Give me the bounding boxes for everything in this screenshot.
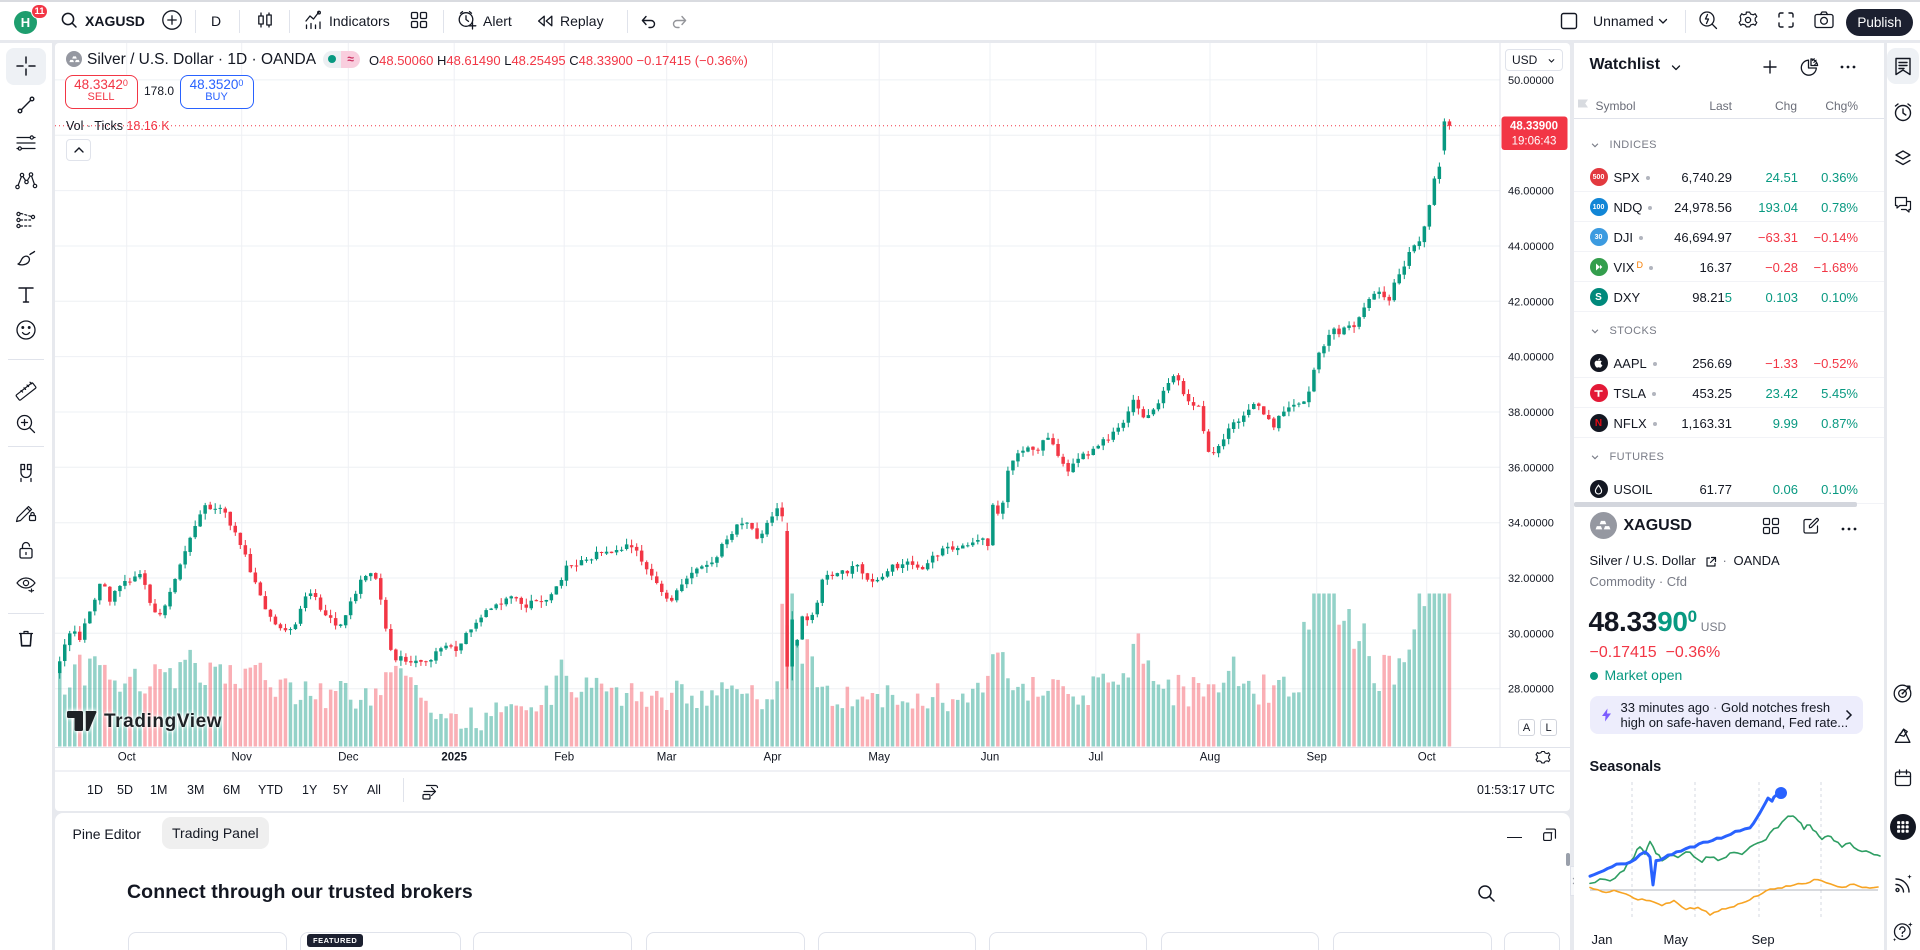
svg-text:34.00000: 34.00000 bbox=[1508, 517, 1554, 529]
svg-text:40.00000: 40.00000 bbox=[1508, 351, 1554, 363]
svg-text:Feb: Feb bbox=[554, 751, 574, 763]
svg-text:Oct: Oct bbox=[1418, 751, 1437, 763]
svg-text:Sep: Sep bbox=[1306, 751, 1326, 763]
svg-text:Dec: Dec bbox=[338, 751, 359, 763]
svg-text:42.00000: 42.00000 bbox=[1508, 296, 1554, 308]
svg-text:19:06:43: 19:06:43 bbox=[1512, 135, 1557, 147]
svg-text:Jul: Jul bbox=[1088, 751, 1103, 763]
svg-text:48.33900: 48.33900 bbox=[1510, 120, 1558, 132]
svg-text:2025: 2025 bbox=[441, 751, 467, 763]
svg-text:28.00000: 28.00000 bbox=[1508, 683, 1554, 695]
svg-text:44.00000: 44.00000 bbox=[1508, 241, 1554, 253]
svg-text:Nov: Nov bbox=[231, 751, 252, 763]
svg-text:30.00000: 30.00000 bbox=[1508, 628, 1554, 640]
svg-text:Apr: Apr bbox=[764, 751, 782, 763]
svg-text:50.00000: 50.00000 bbox=[1508, 74, 1554, 86]
svg-text:38.00000: 38.00000 bbox=[1508, 407, 1554, 419]
svg-text:May: May bbox=[868, 751, 890, 763]
svg-text:36.00000: 36.00000 bbox=[1508, 462, 1554, 474]
svg-text:46.00000: 46.00000 bbox=[1508, 185, 1554, 197]
svg-text:Aug: Aug bbox=[1200, 751, 1220, 763]
svg-text:Jun: Jun bbox=[981, 751, 1000, 763]
svg-text:Oct: Oct bbox=[118, 751, 137, 763]
svg-text:32.00000: 32.00000 bbox=[1508, 573, 1554, 585]
svg-text:Mar: Mar bbox=[657, 751, 677, 763]
